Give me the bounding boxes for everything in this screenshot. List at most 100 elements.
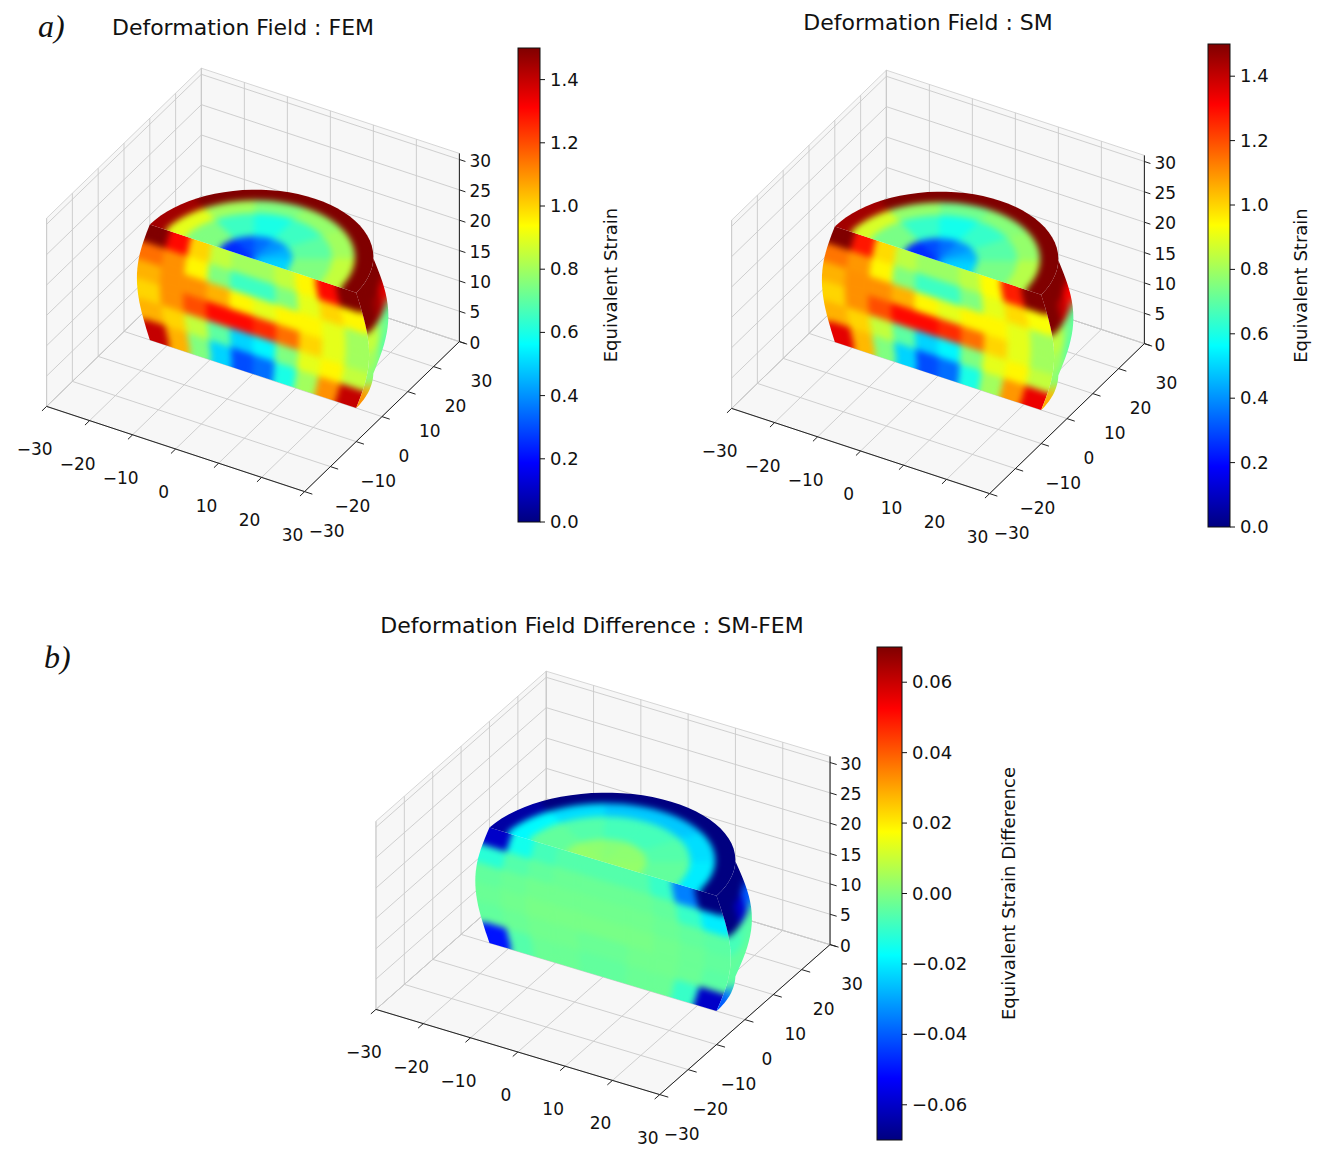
colorbar-tick-label: 1.2	[550, 132, 579, 153]
strain-cell	[231, 348, 253, 374]
colorbar-tick	[902, 1034, 907, 1035]
grid-line	[47, 165, 460, 315]
grid-line	[47, 196, 460, 346]
z-tick	[1144, 162, 1150, 164]
colorbar-tick-label: 1.0	[550, 195, 579, 216]
y-tick-label: 30	[471, 371, 493, 391]
z-tick-label: 15	[469, 242, 491, 262]
grid-line	[861, 95, 1119, 368]
strain-cell	[1041, 381, 1057, 410]
strain-cell	[850, 328, 876, 356]
colorbar	[1208, 44, 1230, 527]
strain-cell	[274, 362, 297, 388]
grid-line	[376, 677, 830, 827]
strain-cell	[150, 199, 204, 230]
colorbar-tick-label: 0.4	[550, 385, 579, 406]
z-tick	[459, 251, 465, 253]
x-tick-label: 20	[239, 510, 261, 530]
strain-cell	[835, 201, 889, 232]
z-tick-label: 5	[469, 302, 480, 322]
x-tick-label: 30	[637, 1128, 659, 1148]
strain-cell	[661, 802, 719, 832]
strain-cell	[209, 340, 232, 367]
z-tick	[1144, 253, 1150, 255]
x-tick-label: 30	[967, 527, 989, 547]
strain-cell	[991, 201, 1044, 231]
strain-cell	[253, 236, 273, 259]
strain-cell	[342, 224, 373, 259]
x-tick-label: −20	[393, 1057, 429, 1077]
grid-line	[732, 258, 1145, 408]
x-tick-label: −30	[702, 441, 738, 461]
colorbar-tick-label: 1.0	[1240, 194, 1269, 215]
grid-line	[461, 746, 745, 1019]
y-tick-label: 0	[1084, 448, 1095, 468]
y-tick	[830, 945, 839, 948]
colorbar-tick-label: 0.00	[912, 883, 952, 904]
strain-cell	[880, 192, 940, 210]
y-tick	[660, 1095, 669, 1098]
z-tick-label: 0	[469, 333, 480, 353]
top-face	[150, 190, 374, 293]
strain-cell	[1056, 356, 1066, 387]
colorbar-tick	[1230, 205, 1235, 206]
colorbar-tick	[1230, 462, 1235, 463]
strain-cell	[187, 333, 212, 360]
y-tick	[434, 367, 442, 370]
strain-cell	[1069, 318, 1073, 351]
grid-line	[818, 99, 973, 437]
strain-cell	[356, 379, 372, 408]
x-tick	[607, 1080, 612, 1085]
y-tick-label: 10	[784, 1024, 806, 1044]
y-tick	[459, 342, 467, 345]
z-tick	[459, 220, 465, 222]
z-tick-label: 10	[840, 875, 862, 895]
strain-cell	[626, 965, 652, 991]
title: Deformation Field Difference : SM-FEM	[380, 613, 803, 638]
x-tick-label: −20	[745, 456, 781, 476]
strain-cell	[341, 258, 374, 293]
y-axis-line	[990, 344, 1145, 494]
colorbar-tick-label: 0.8	[550, 258, 579, 279]
y-tick	[330, 467, 338, 470]
grid-line	[219, 125, 374, 463]
x-tick	[655, 1095, 660, 1100]
grid-line	[176, 111, 331, 449]
z-tick-label: 20	[1154, 213, 1176, 233]
colorbar-tick	[1230, 76, 1235, 77]
top-face	[489, 793, 735, 896]
y-tick	[688, 1070, 697, 1073]
grid-line	[376, 829, 830, 979]
grid-line	[732, 220, 990, 493]
grid-line	[150, 118, 408, 391]
x-tick	[171, 449, 176, 454]
grid-line	[47, 226, 460, 376]
front-face	[822, 227, 1054, 410]
grid-line	[72, 193, 330, 466]
grid-line	[809, 145, 1067, 418]
colorbar-tick-label: 0.06	[912, 671, 952, 692]
y-tick	[773, 995, 782, 998]
x-tick	[770, 423, 775, 428]
y-tick-label: 10	[1104, 423, 1126, 443]
strain-cell	[979, 371, 1004, 396]
z-tick-label: 30	[840, 754, 862, 774]
strain-cell	[741, 938, 750, 970]
grid-line	[376, 821, 660, 1094]
strain-cell	[603, 958, 627, 984]
x-tick-label: −10	[788, 470, 824, 490]
y-tick-label: −10	[1045, 473, 1081, 493]
z-tick-label: 5	[1154, 304, 1165, 324]
colorbar-tick	[902, 893, 907, 894]
strain-cell	[507, 929, 535, 957]
strain-cell	[648, 972, 675, 997]
strain-cell	[959, 364, 982, 390]
strain-cell	[1064, 337, 1072, 369]
z-tick	[830, 763, 837, 765]
strain-cell	[489, 802, 548, 833]
x-tick	[257, 477, 262, 482]
y-tick-label: 0	[399, 446, 410, 466]
strain-cell	[938, 357, 960, 383]
colorbar-tick	[540, 79, 545, 80]
grid-line	[376, 708, 830, 858]
